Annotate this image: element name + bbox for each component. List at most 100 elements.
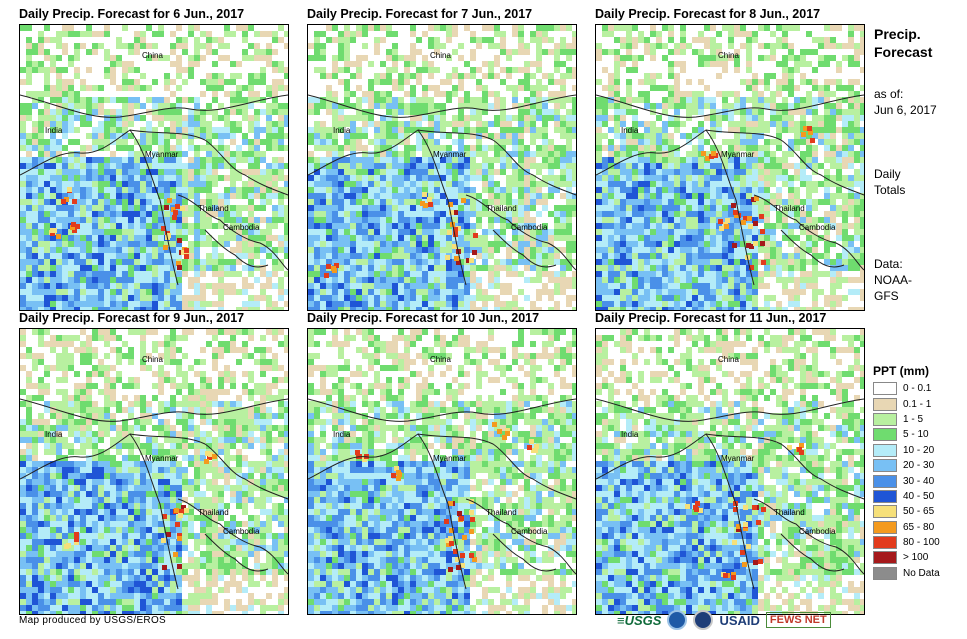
data-line1: Data: xyxy=(874,257,903,271)
heavy-rain-cell xyxy=(448,202,453,207)
heavy-rain-cell xyxy=(736,527,741,532)
heavy-rain-cell xyxy=(497,429,502,434)
heavy-rain-cell xyxy=(799,443,804,448)
heavy-rain-cell xyxy=(719,226,724,231)
heavy-rain-cell xyxy=(428,202,433,207)
heavy-rain-cell xyxy=(177,564,182,569)
legend-swatch xyxy=(873,443,897,457)
precip-map: China India Myanmar Thailand Cambodia xyxy=(19,328,289,615)
legend-item: 1 - 5 xyxy=(873,412,940,427)
legend-item: > 100 xyxy=(873,550,940,565)
heavy-rain-cell xyxy=(184,251,189,256)
heavy-rain-cell xyxy=(462,535,467,540)
heavy-rain-cell xyxy=(362,457,367,462)
heavy-rain-cell xyxy=(453,227,458,232)
heavy-rain-cell xyxy=(181,250,186,255)
country-border xyxy=(465,498,576,575)
legend-label: 10 - 20 xyxy=(903,444,935,456)
heavy-rain-cell xyxy=(452,244,457,249)
heavy-rain-cell xyxy=(70,225,75,230)
sidebar-title-line2: Forecast xyxy=(874,44,933,60)
heavy-rain-cell xyxy=(74,537,79,542)
heavy-rain-cell xyxy=(743,526,748,531)
label-china: China xyxy=(430,355,451,364)
heavy-rain-cell xyxy=(50,231,55,236)
heavy-rain-cell xyxy=(743,216,748,221)
legend-swatch xyxy=(873,428,897,442)
legend-label: 40 - 50 xyxy=(903,490,935,502)
legend-swatch xyxy=(873,505,897,519)
heavy-rain-cell xyxy=(447,230,452,235)
heavy-rain-cell xyxy=(204,459,209,464)
heavy-rain-cell xyxy=(502,435,507,440)
panel-title: Daily Precip. Forecast for 7 Jun., 2017 xyxy=(307,7,533,21)
label-myanmar: Myanmar xyxy=(721,150,755,159)
heavy-rain-cell xyxy=(466,258,471,263)
heavy-rain-cell xyxy=(427,197,432,202)
legend-item: 40 - 50 xyxy=(873,489,940,504)
heavy-rain-cell xyxy=(334,263,339,268)
heavy-rain-cell xyxy=(709,154,714,159)
precip-map: China India Myanmar Thailand Cambodia xyxy=(307,24,577,311)
legend-swatch xyxy=(873,536,897,550)
heavy-rain-cell xyxy=(797,447,802,452)
heavy-rain-cell xyxy=(698,508,703,513)
heavy-rain-cell xyxy=(50,228,55,233)
heavy-rain-cell xyxy=(472,250,477,255)
legend-label: 80 - 100 xyxy=(903,537,940,549)
heavy-rain-cell xyxy=(207,455,212,460)
label-china: China xyxy=(718,355,739,364)
heavy-rain-cell xyxy=(733,507,738,512)
heavy-rain-cell xyxy=(175,204,180,209)
heavy-rain-cell xyxy=(724,224,729,229)
heavy-rain-cell xyxy=(469,258,474,263)
sidebar-title: Precip. Forecast xyxy=(874,25,932,61)
legend: PPT (mm) 0 - 0.1 0.1 - 1 1 - 5 5 - 10 10 - 2… xyxy=(873,364,940,581)
country-border xyxy=(753,498,864,575)
asof-label: as of: xyxy=(874,87,904,101)
precip-grid xyxy=(20,329,288,614)
country-border xyxy=(129,129,288,196)
panel-title: Daily Precip. Forecast for 10 Jun., 2017 xyxy=(307,311,540,325)
heavy-rain-cell xyxy=(732,243,737,248)
legend-label: 50 - 65 xyxy=(903,506,935,518)
heavy-rain-cell xyxy=(723,573,728,578)
heavy-rain-cell xyxy=(453,232,458,237)
label-cambodia: Cambodia xyxy=(799,527,836,536)
precip-map: China India Myanmar Thailand Cambodia xyxy=(19,24,289,311)
panel-title: Daily Precip. Forecast for 9 Jun., 2017 xyxy=(19,311,245,325)
heavy-rain-cell xyxy=(799,450,804,455)
heavy-rain-cell xyxy=(529,439,534,444)
heavy-rain-cell xyxy=(456,260,461,265)
legend-swatch xyxy=(873,412,897,426)
country-border xyxy=(417,129,576,196)
legend-title: PPT (mm) xyxy=(873,364,930,378)
legend-item: 5 - 10 xyxy=(873,427,940,442)
data-source: Data: NOAA- GFS xyxy=(874,256,912,304)
sidebar-title-line1: Precip. xyxy=(874,26,921,42)
totals-line2: Totals xyxy=(874,183,906,197)
heavy-rain-cell xyxy=(733,210,738,215)
heavy-rain-cell xyxy=(355,450,360,455)
heavy-rain-cell xyxy=(453,210,458,215)
heavy-rain-cell xyxy=(731,572,736,577)
country-border xyxy=(177,498,288,575)
country-border xyxy=(492,533,557,572)
heavy-rain-cell xyxy=(732,540,737,545)
precip-grid xyxy=(596,25,864,310)
legend-label: 0.1 - 1 xyxy=(903,398,932,410)
legend-label: No Data xyxy=(903,567,940,579)
heavy-rain-cell xyxy=(760,229,765,234)
legend-swatch xyxy=(873,459,897,473)
legend-item: 80 - 100 xyxy=(873,535,940,550)
heavy-rain-cell xyxy=(74,532,79,537)
heavy-rain-cell xyxy=(181,505,186,510)
heavy-rain-cell xyxy=(741,220,746,225)
heavy-rain-cell xyxy=(743,522,748,527)
heavy-rain-cell xyxy=(725,218,730,223)
heavy-rain-cell xyxy=(469,553,474,558)
country-border xyxy=(780,533,845,572)
label-india: India xyxy=(333,126,351,135)
country-border xyxy=(204,229,269,268)
heavy-rain-cell xyxy=(205,451,210,456)
